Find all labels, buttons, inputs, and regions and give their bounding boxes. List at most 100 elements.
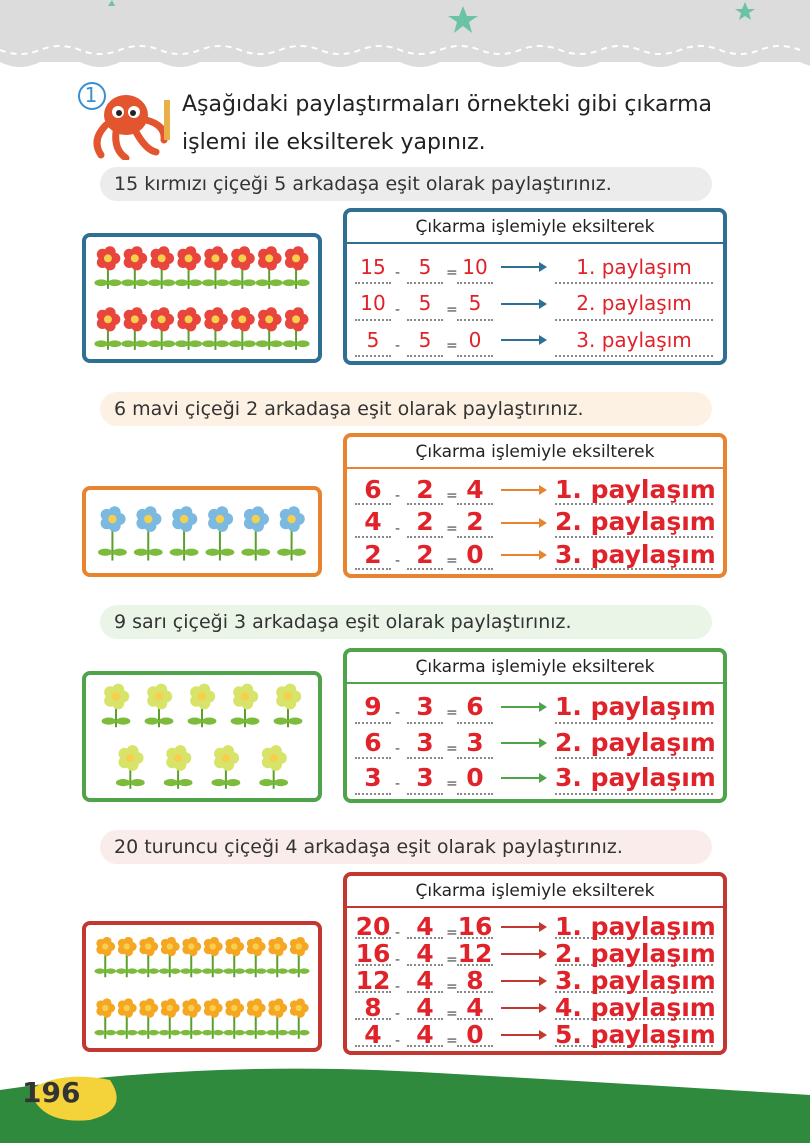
subtrahend: 5 (407, 284, 443, 321)
answer-table: Çıkarma işlemiyle eksilterek 6-2 = 4 1. payl… (343, 433, 727, 578)
leaf (234, 1029, 246, 1036)
flower-center (188, 943, 195, 950)
leaf (273, 779, 289, 787)
leaf (137, 1029, 149, 1036)
leaf (291, 548, 306, 556)
flower-center (184, 254, 193, 263)
table-title: Çıkarma işlemiyle eksilterek (347, 212, 723, 244)
leaf (188, 340, 203, 348)
leaf (269, 279, 283, 287)
leaf (126, 968, 138, 974)
flower-center (221, 753, 231, 763)
leaf (137, 968, 149, 974)
difference: 6 (457, 688, 493, 724)
leaf (266, 968, 278, 974)
flower-center (274, 1004, 281, 1012)
minus-sign: - (395, 520, 401, 537)
subtrahend: 3 (407, 724, 443, 760)
arrow (501, 334, 547, 345)
equals-sign: = (446, 520, 458, 537)
answer-table: Çıkarma işlemiyle eksilterek 15-5 = 10 1. pa… (343, 208, 727, 365)
flower-center (123, 1004, 130, 1012)
minus-sign: - (395, 301, 401, 318)
instruction: Aşağıdaki paylaştırmaları örnekteki gibi… (182, 92, 713, 155)
leaf (180, 1029, 192, 1036)
leaf (212, 968, 224, 974)
arrow (501, 298, 547, 309)
flower-center (126, 753, 135, 763)
minus-sign: - (395, 704, 401, 721)
leaf (255, 1029, 267, 1036)
leaf (242, 340, 256, 348)
flower-center (103, 315, 112, 324)
leaf (241, 548, 256, 556)
equals-sign: = (446, 552, 458, 569)
flower-center (102, 943, 109, 950)
difference: 8 (457, 966, 493, 995)
leaf (105, 968, 117, 974)
arrow-head (539, 549, 547, 560)
minuend: 2 (355, 538, 391, 570)
equals-sign: = (446, 337, 458, 354)
flower-center (145, 1004, 152, 1012)
minus-sign: - (395, 978, 401, 995)
difference: 4 (457, 473, 493, 506)
leaf (205, 548, 220, 556)
flower-center (238, 315, 247, 324)
minuend: 4 (355, 1020, 391, 1049)
flower-center (295, 1004, 302, 1012)
leaf (277, 548, 292, 556)
subtrahend: 2 (407, 473, 443, 506)
difference: 0 (457, 538, 493, 570)
leaf (201, 340, 216, 348)
answer-table: Çıkarma işlemiyle eksilterek 20-4 = 16 1. pa… (343, 872, 727, 1055)
flower-center (265, 315, 274, 324)
leaf (163, 779, 179, 787)
equals-sign: = (446, 776, 458, 793)
minuend: 8 (355, 993, 391, 1022)
flower-center (269, 753, 278, 763)
arrow-head (539, 921, 547, 932)
arrow (501, 773, 547, 784)
leaf (215, 340, 229, 348)
leaf (255, 968, 267, 974)
flower-center (145, 943, 152, 950)
flower-center (188, 1004, 195, 1012)
flower-center (108, 514, 117, 524)
flower-center (123, 943, 130, 950)
leaf (161, 340, 176, 348)
flower-center (283, 692, 293, 701)
leaf (242, 279, 256, 287)
leaf (187, 717, 202, 725)
leaf (115, 968, 127, 974)
leaf (107, 279, 122, 287)
leaf (134, 340, 149, 348)
minus-sign: - (395, 924, 401, 941)
flower-center (274, 943, 281, 950)
prompt: 15 kırmızı çiçeği 5 arkadaşa eşit olarak… (100, 167, 712, 201)
leaf (148, 968, 160, 974)
arrow-head (539, 1029, 547, 1040)
flower-box (82, 671, 322, 802)
leaf (298, 968, 310, 974)
page-number: 196 (22, 1076, 81, 1109)
difference: 16 (457, 912, 493, 941)
flower-center (154, 692, 164, 701)
leaf (255, 548, 271, 556)
arrow (501, 549, 547, 560)
arrow (501, 921, 547, 932)
flower-center (157, 254, 166, 263)
flower-center (111, 692, 121, 701)
leaf (234, 968, 246, 974)
arrow-head (539, 334, 547, 345)
flower-center (265, 254, 274, 263)
leaf (288, 717, 303, 725)
equals-sign: = (446, 978, 458, 995)
leaf (273, 717, 288, 725)
minuend: 20 (355, 912, 391, 941)
table-title: Çıkarma işlemiyle eksilterek (347, 652, 723, 684)
flower-center (144, 514, 153, 524)
arrow-head (539, 737, 547, 748)
minus-sign: - (395, 1032, 401, 1049)
